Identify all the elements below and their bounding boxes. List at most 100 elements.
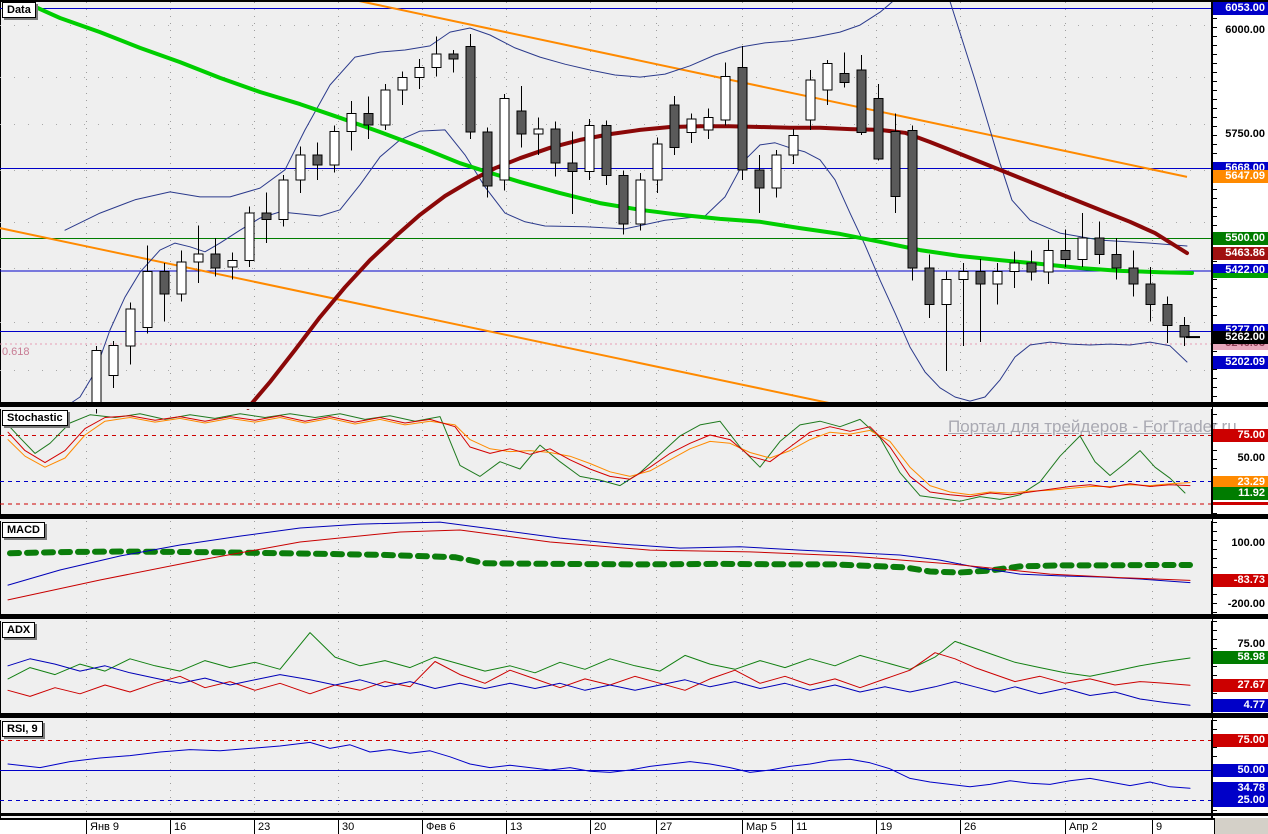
candle: [295, 154, 306, 181]
candle: [669, 104, 680, 148]
date-tick-label: Мар 5: [742, 820, 777, 834]
candle: [890, 131, 901, 197]
price-badge: 58.98: [1213, 651, 1268, 665]
fib-0618-label: 0.618: [2, 346, 30, 358]
candle: [380, 89, 391, 126]
panel-separator[interactable]: [0, 402, 1268, 407]
price-badge: 5202.09: [1213, 355, 1268, 369]
date-tick-label: 16: [170, 820, 186, 834]
adx-green: [7, 632, 1191, 680]
candle: [975, 270, 986, 285]
candle: [1026, 262, 1037, 273]
candle: [788, 135, 799, 156]
candle: [1128, 267, 1139, 285]
trendline-upper: [354, 0, 1188, 178]
candle: [635, 179, 646, 225]
axis-label: 75.00: [1237, 637, 1265, 650]
candle: [550, 128, 561, 164]
stoch-orange: [7, 417, 1191, 496]
candle: [346, 112, 357, 133]
macd-green-dashed: [7, 548, 1193, 576]
candle: [805, 79, 816, 121]
candle: [601, 125, 612, 177]
candle: [1060, 250, 1071, 261]
candle: [431, 53, 442, 68]
candle: [159, 270, 170, 295]
panel-separator-gap: [0, 619, 1212, 621]
bollinger-upper: [64, 0, 1188, 247]
panel-separator[interactable]: [0, 713, 1268, 718]
candle: [686, 118, 697, 133]
candle: [261, 212, 272, 220]
candle: [567, 162, 578, 172]
price-badge: 5262.00: [1213, 330, 1268, 344]
candle: [414, 66, 425, 78]
panel-separator-gap: [0, 718, 1212, 720]
axis-label: 6000.00: [1225, 23, 1265, 36]
top-border: [0, 0, 1268, 2]
price-badge: 50.00: [1213, 763, 1268, 777]
price-badge: 5647.09: [1213, 170, 1268, 184]
candle: [142, 270, 153, 329]
panel-label-main[interactable]: Data: [2, 2, 36, 18]
date-tick-label: 30: [338, 820, 354, 834]
ma-slow-maroon: [246, 124, 1189, 410]
candle: [108, 344, 119, 376]
price-badge: 23.29: [1213, 476, 1268, 490]
price-badge: 4.77: [1213, 698, 1268, 712]
price-badge: 5463.86: [1213, 246, 1268, 260]
price-axis-ticks: [1213, 0, 1217, 818]
price-badge: 27.67: [1213, 678, 1268, 692]
panel-label-adx[interactable]: ADX: [2, 622, 36, 638]
panel-label-stochastic[interactable]: Stochastic: [2, 410, 68, 426]
panel-label-rsi[interactable]: RSI, 9: [2, 721, 43, 737]
candle: [1179, 324, 1190, 338]
bottom-separator: [0, 813, 1268, 816]
watermark: Портал для трейдеров - ForTrader.ru: [948, 417, 1237, 436]
rsi-blue: [7, 741, 1191, 789]
date-tick-label: 9: [1152, 820, 1162, 834]
trendline-lower: [0, 227, 837, 406]
plot-border: [1211, 0, 1213, 818]
axis-corner: [1215, 818, 1268, 834]
candle: [499, 97, 510, 181]
candle: [125, 308, 136, 347]
candle: [703, 116, 714, 131]
candle: [482, 131, 493, 187]
date-tick-label: 27: [656, 820, 672, 834]
price-axis[interactable]: [1213, 0, 1268, 818]
stoch-red: [7, 415, 1191, 498]
price-badge: 34.78: [1213, 781, 1268, 795]
candle: [193, 253, 204, 263]
candle: [941, 279, 952, 306]
date-tick-label: 13: [506, 820, 522, 834]
adx-red: [7, 652, 1191, 697]
panel-label-macd[interactable]: MACD: [2, 522, 45, 538]
panel-separator[interactable]: [0, 614, 1268, 619]
date-axis[interactable]: Янв 9 16 23 30 Фев 6 13 20 27 Мар 5 11 19 26 Апр 2 9: [0, 818, 1215, 834]
price-badge: -83.73: [1213, 573, 1268, 587]
stoch-green: [7, 413, 1186, 502]
adx-blue: [7, 658, 1191, 706]
price-badge: 75.00: [1213, 428, 1268, 442]
candle: [737, 66, 748, 171]
candle: [516, 110, 527, 135]
candle: [1009, 262, 1020, 272]
candle: [822, 62, 833, 91]
chart-svg[interactable]: [0, 0, 1212, 818]
ma-fast-green: [18, 0, 1194, 275]
date-tick-label: Фев 6: [422, 820, 456, 834]
candle: [363, 112, 374, 126]
candle: [397, 76, 408, 91]
panel-separator[interactable]: [0, 514, 1268, 519]
candle: [1162, 304, 1173, 326]
axis-label: 50.00: [1237, 451, 1265, 464]
panel-separator-gap: [0, 519, 1212, 521]
candle: [584, 125, 595, 172]
candle: [1145, 283, 1156, 306]
candle: [244, 212, 255, 262]
candle: [448, 53, 459, 60]
candle: [1094, 237, 1105, 256]
price-badge: 5500.00: [1213, 231, 1268, 245]
